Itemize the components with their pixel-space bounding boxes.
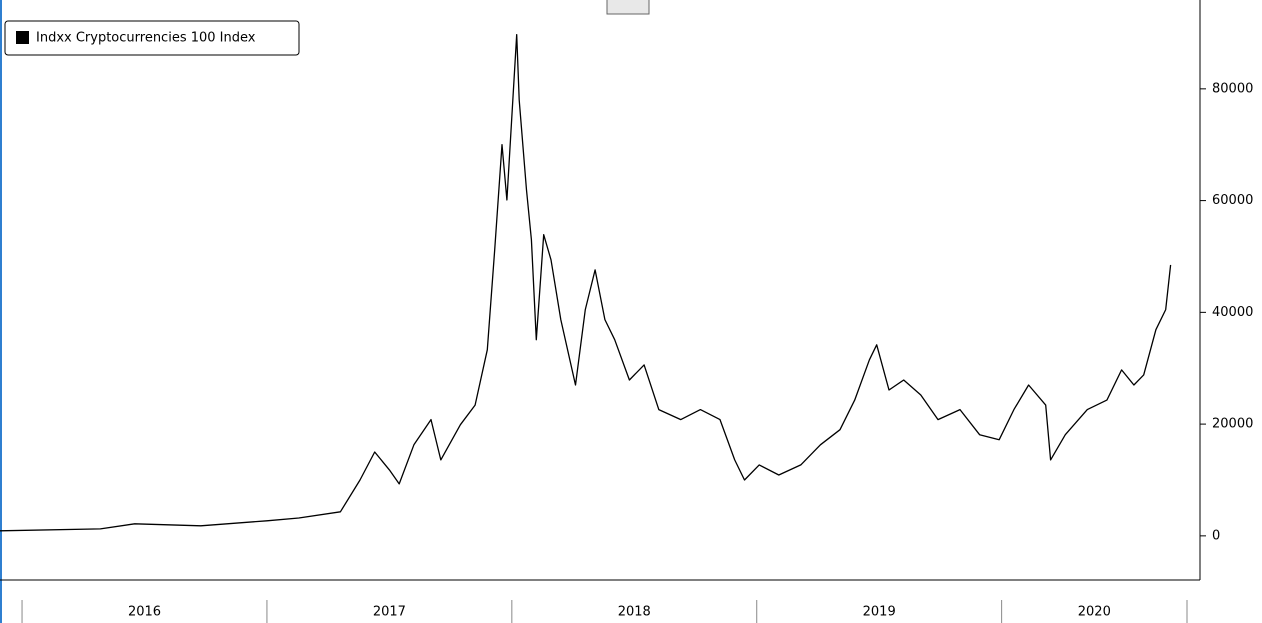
x-tick-label: 2018 — [618, 605, 651, 620]
x-tick-label: 2020 — [1078, 605, 1111, 620]
legend-label: Indxx Cryptocurrencies 100 Index — [36, 31, 256, 46]
x-tick-label: 2017 — [373, 605, 406, 620]
y-tick-label: 40000 — [1212, 305, 1253, 320]
x-tick-label: 2019 — [863, 605, 896, 620]
legend-swatch — [16, 31, 29, 44]
y-tick-label: 80000 — [1212, 81, 1253, 96]
series-line — [0, 33, 1172, 532]
x-tick-label: 2016 — [128, 605, 161, 620]
chart-menu-button[interactable] — [606, 0, 650, 15]
y-tick-label: 20000 — [1212, 417, 1253, 432]
y-tick-label: 0 — [1212, 528, 1220, 543]
legend: Indxx Cryptocurrencies 100 Index — [4, 20, 300, 56]
y-tick-label: 60000 — [1212, 193, 1253, 208]
legend-box — [4, 20, 300, 56]
